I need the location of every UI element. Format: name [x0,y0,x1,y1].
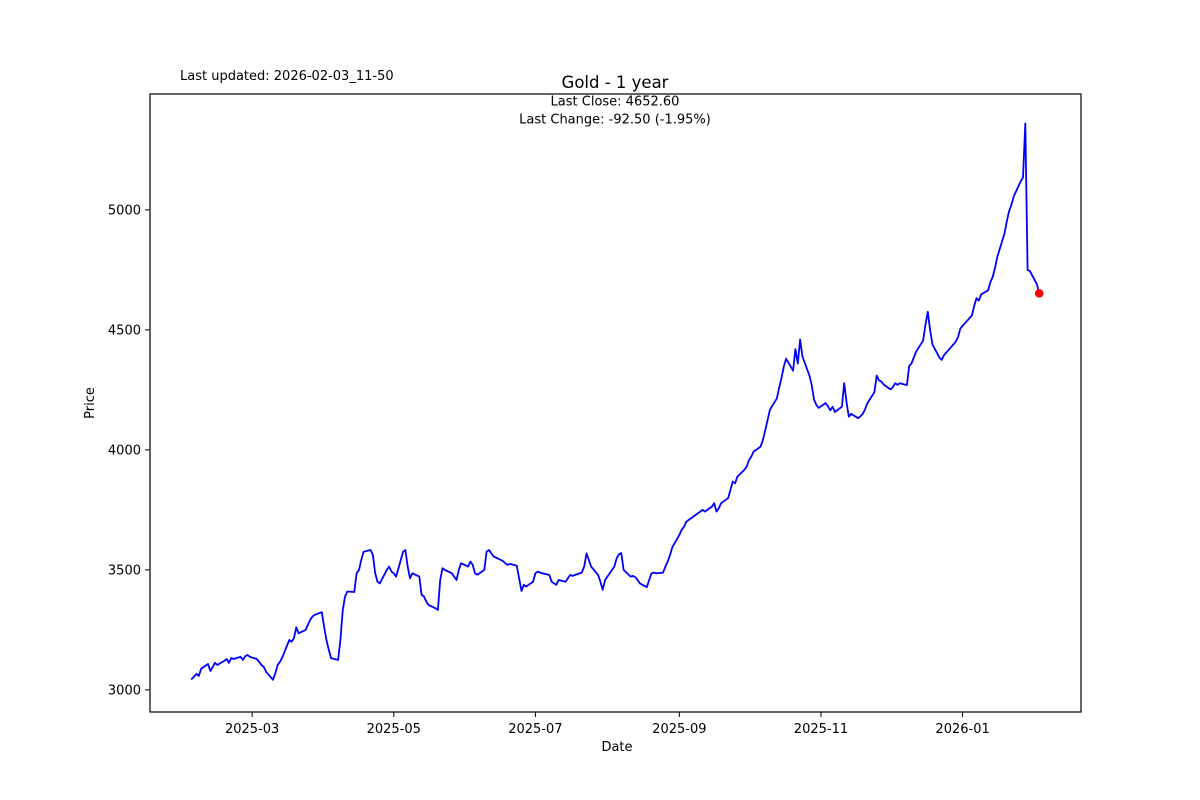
annotation-last-close: Last Close: 4652.60 [551,95,680,110]
y-axis-label: Price [83,387,98,419]
x-axis-label: Date [601,740,632,755]
price-line [190,122,1041,681]
x-tick-label: 2025-09 [652,722,706,737]
x-tick-label: 2025-05 [367,722,421,737]
chart-title: Gold - 1 year [562,73,669,92]
last-price-marker [1034,289,1044,298]
x-tick-label: 2025-03 [225,722,279,737]
plot-frame [149,93,1082,713]
last-updated-text: Last updated: 2026-02-03_11-50 [180,69,394,84]
annotation-last-change: Last Change: -92.50 (-1.95%) [519,113,711,128]
x-tick-label: 2026-01 [935,722,989,737]
y-tick-label: 3500 [108,563,141,578]
y-tick-label: 4000 [108,443,141,458]
plot-area: 2025-03 2025-05 2025-07 2025-09 2025-11 2026-… [108,93,1082,737]
y-tick-label: 4500 [108,323,141,338]
y-tick-label: 3000 [108,683,141,698]
y-tick-label: 5000 [108,203,141,218]
x-tick-label: 2025-07 [508,722,562,737]
x-tick-label: 2025-11 [794,722,848,737]
